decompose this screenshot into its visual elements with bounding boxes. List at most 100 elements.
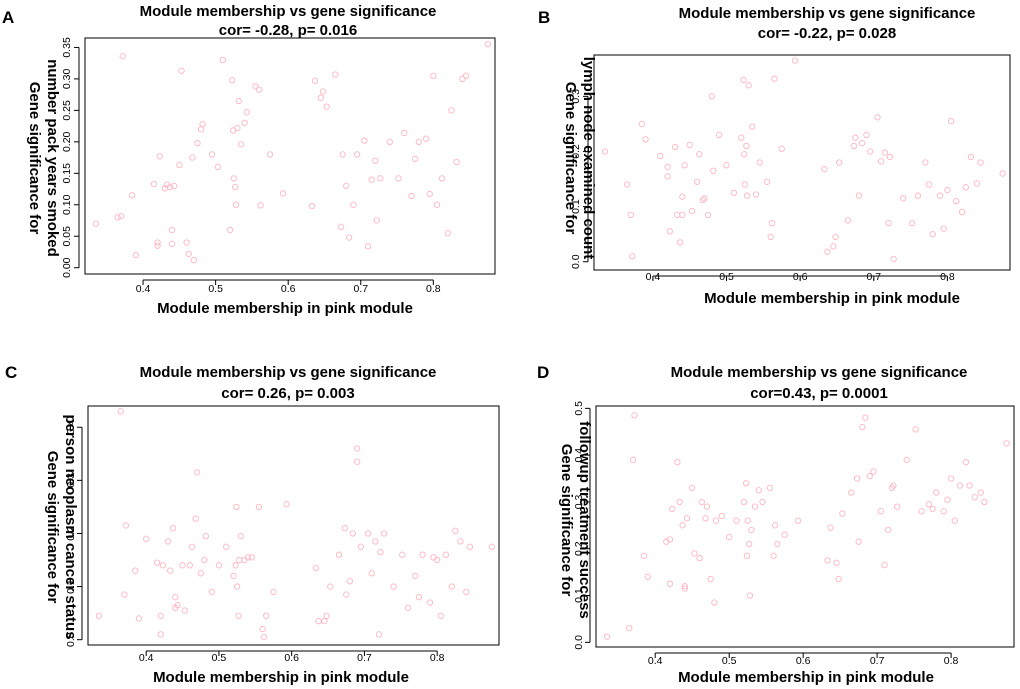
data-point <box>698 498 705 506</box>
data-point <box>925 181 933 188</box>
data-point <box>743 480 750 487</box>
chart-title: Module membership vs gene significance <box>671 364 968 381</box>
data-point <box>824 557 831 564</box>
data-point <box>751 503 759 510</box>
y-tick-label: 0.1 <box>573 588 585 603</box>
data-point <box>232 184 239 191</box>
data-point <box>448 583 455 590</box>
data-point <box>666 580 674 587</box>
data-point <box>171 182 178 190</box>
data-point <box>755 487 762 494</box>
data-point <box>644 573 651 580</box>
y-axis-label-line-1: Gene significance for <box>558 444 575 597</box>
scatter-chart-c: C Module membership vs gene significance… <box>5 363 500 686</box>
data-point <box>774 540 781 548</box>
data-point <box>681 583 688 590</box>
chart-title: Module membership vs gene significance <box>679 5 976 22</box>
data-point <box>824 248 831 255</box>
data-point <box>341 525 348 532</box>
data-point <box>1003 440 1010 447</box>
x-tick-label: 0.6 <box>793 271 808 283</box>
data-point <box>855 192 863 199</box>
data-point <box>121 591 128 598</box>
data-point <box>415 138 422 145</box>
x-axis-label: Module membership in pink module <box>157 300 413 317</box>
data-point <box>143 535 150 542</box>
data-point <box>256 86 263 93</box>
plot-frame <box>87 405 500 646</box>
chart-subtitle: cor=0.43, p= 0.0001 <box>750 385 888 402</box>
data-point <box>859 423 866 431</box>
x-tick-label: 0.6 <box>796 655 811 667</box>
data-point <box>929 505 936 513</box>
data-point <box>434 556 441 564</box>
data-point <box>339 151 346 158</box>
data-point <box>377 175 384 182</box>
data-point <box>629 253 636 260</box>
x-tick-label: 0.7 <box>357 652 372 664</box>
data-point <box>642 136 649 143</box>
data-point <box>343 182 350 190</box>
data-point <box>769 219 776 227</box>
data-point <box>778 145 785 152</box>
data-point <box>730 189 738 196</box>
data-point <box>312 564 319 572</box>
y-axis-label-line-2: number pack years smoked <box>44 59 61 257</box>
data-point <box>159 562 167 569</box>
data-point <box>241 119 248 127</box>
data-point <box>372 538 379 545</box>
data-point <box>862 414 869 421</box>
data-point <box>235 97 242 105</box>
data-point <box>912 426 919 433</box>
x-tick-label: 0.4 <box>139 652 154 664</box>
data-point <box>733 517 740 524</box>
y-tick-label: 0.3 <box>570 89 582 104</box>
data-point <box>885 219 892 227</box>
data-point <box>601 148 609 155</box>
data-point <box>971 494 978 501</box>
data-point <box>944 186 951 194</box>
data-point <box>321 617 328 625</box>
plot-frame <box>593 54 1011 271</box>
data-point <box>346 578 354 585</box>
data-point <box>237 532 244 540</box>
data-point <box>194 139 201 147</box>
data-point <box>940 225 947 232</box>
data-point <box>966 482 973 489</box>
data-point <box>821 165 828 173</box>
data-point <box>345 234 353 241</box>
data-point <box>444 229 451 237</box>
data-point <box>771 522 779 529</box>
data-point <box>122 522 129 529</box>
data-point <box>156 153 163 160</box>
data-point <box>327 583 334 590</box>
data-point <box>332 71 339 78</box>
x-axis-label: Module membership in pink module <box>678 669 934 686</box>
data-point <box>252 83 259 90</box>
data-point <box>835 575 842 583</box>
data-point <box>157 631 164 638</box>
data-point <box>956 482 964 489</box>
data-point <box>749 123 756 130</box>
data-point <box>380 530 388 537</box>
panel-c: C Module membership vs gene significance… <box>0 355 510 689</box>
data-point <box>154 242 161 249</box>
data-point <box>412 572 419 580</box>
y-tick-label: 0.2 <box>573 541 585 556</box>
data-point <box>188 543 196 550</box>
data-point <box>430 554 437 561</box>
data-point <box>830 243 837 250</box>
data-point <box>781 531 788 538</box>
data-point <box>438 175 446 182</box>
panel-letter: A <box>2 8 14 27</box>
data-point <box>415 594 423 601</box>
data-point <box>408 192 415 200</box>
data-point <box>627 211 634 219</box>
data-point <box>756 159 763 166</box>
data-point <box>691 550 698 557</box>
data-point <box>214 163 221 171</box>
data-point <box>791 57 799 64</box>
data-point <box>132 251 139 259</box>
data-point <box>940 508 947 515</box>
data-point <box>178 67 185 74</box>
